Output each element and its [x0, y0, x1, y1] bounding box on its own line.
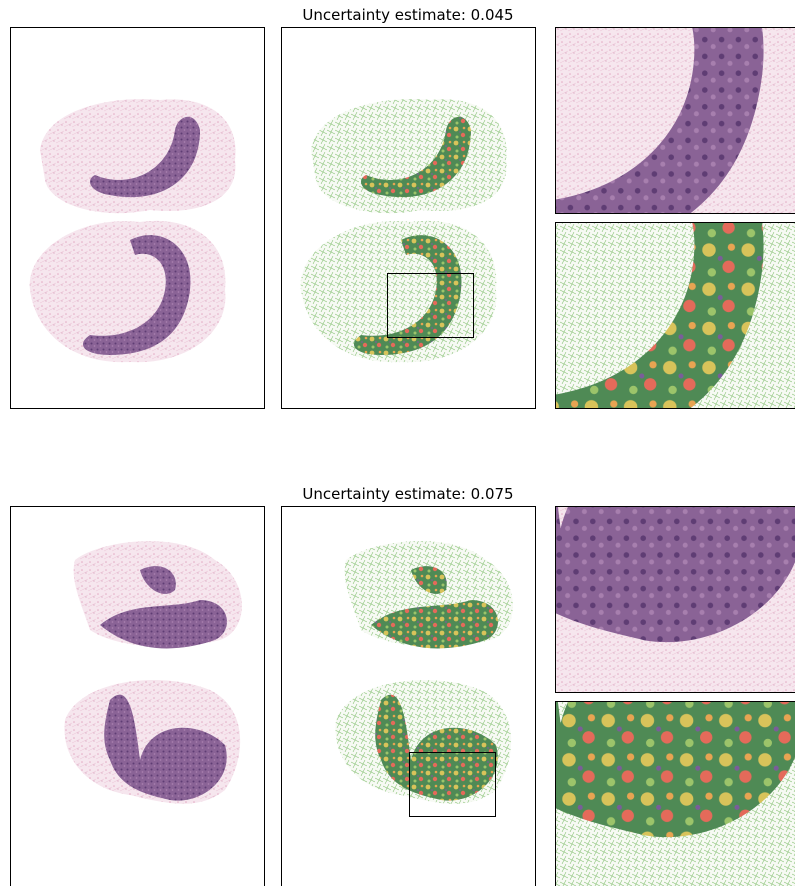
heatmap-slide	[282, 507, 536, 886]
he-slide	[11, 507, 265, 886]
zoom-he	[462, 0, 795, 257]
heatmap-slide	[282, 28, 536, 409]
he-slide	[11, 28, 265, 409]
figure: Uncertainty estimate: 0.045 Uncertainty …	[0, 0, 795, 886]
panel-title: Uncertainty estimate: 0.045	[302, 6, 513, 24]
panel-title: Uncertainty estimate: 0.075	[302, 485, 513, 503]
